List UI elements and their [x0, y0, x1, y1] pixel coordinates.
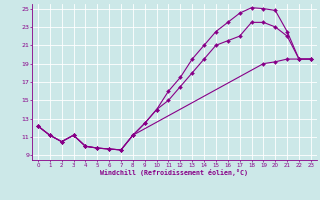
- X-axis label: Windchill (Refroidissement éolien,°C): Windchill (Refroidissement éolien,°C): [100, 169, 248, 176]
